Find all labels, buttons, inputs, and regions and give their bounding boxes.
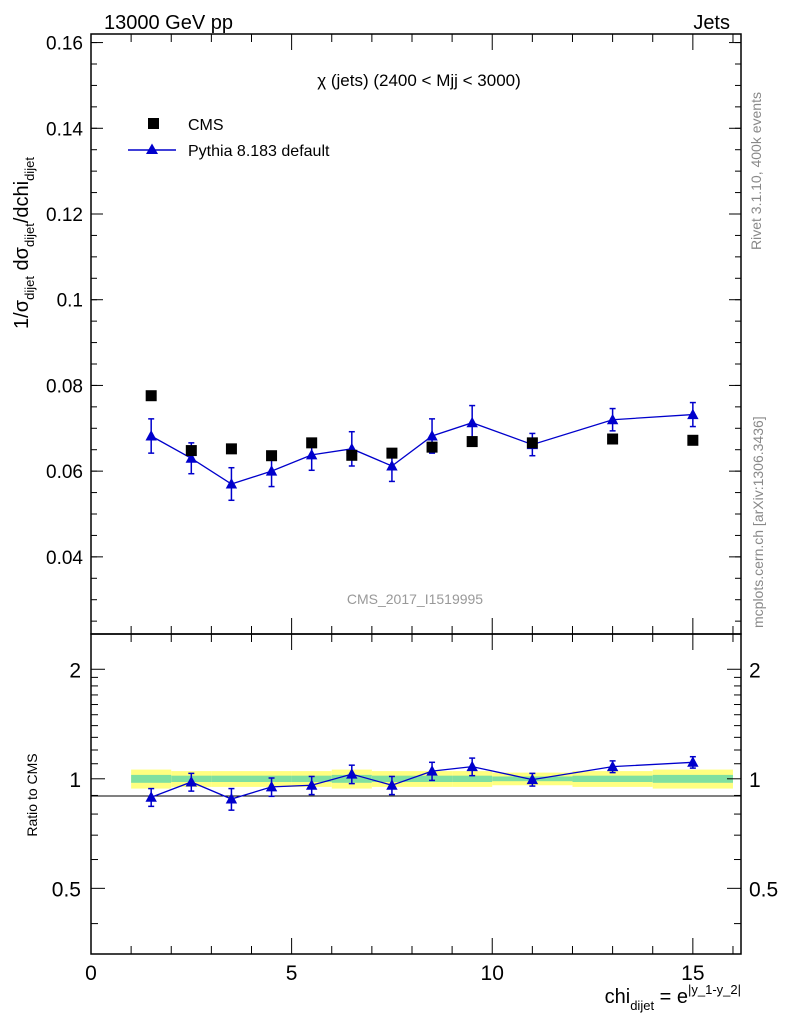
ratio-band-inner <box>211 775 252 782</box>
mcplots-label: mcplots.cern.ch [arXiv:1306.3436] <box>750 416 766 628</box>
ratio-series-group <box>145 755 699 811</box>
ratio-band-inner <box>572 775 653 782</box>
cms-point <box>266 450 278 462</box>
main-ytick-label: 0.08 <box>46 376 83 397</box>
ratio-band-inner <box>452 775 493 782</box>
main-ytick-label: 0.14 <box>46 119 83 140</box>
pythia-point <box>386 460 398 471</box>
ratio-pythia-point <box>687 756 699 767</box>
ratio-xtick-label: 5 <box>286 962 298 985</box>
ratio-pythia-point <box>305 779 318 790</box>
ratio-pythia-point <box>526 773 539 785</box>
ratio-ytick-label-right: 1 <box>749 769 761 792</box>
pythia-point <box>426 430 438 441</box>
main-title: χ (jets) (2400 < Mjj < 3000) <box>317 71 521 90</box>
main-axis-ticks: 0.04 0.06 0.08 0.1 0.12 0.14 0.16 <box>46 34 741 634</box>
ratio-xlabel: chidijet = e|y_1-y_2| <box>605 982 741 1013</box>
ratio-xtick-label: 0 <box>85 962 97 985</box>
rivet-label: Rivet 3.1.10, 400k events <box>748 92 764 250</box>
ratio-panel: 0.5 0.5 1 1 2 2 0 5 10 15 Ratio to CMS chidijet =… <box>24 633 778 1013</box>
cms-point <box>426 441 438 453</box>
ratio-ytick-label-right: 0.5 <box>749 878 778 901</box>
legend-cms-marker <box>148 118 159 129</box>
cms-point <box>466 436 478 448</box>
pythia-point <box>305 448 318 460</box>
legend-pythia-marker <box>146 143 158 154</box>
cms-point <box>185 445 197 457</box>
pythia-point <box>466 416 478 428</box>
ratio-ytick-label: 2 <box>69 659 81 682</box>
main-ylabel: 1/σdijet dσdijet/dchidijet <box>11 157 37 329</box>
main-series-group <box>145 390 699 502</box>
cms-point <box>687 434 699 446</box>
pythia-point <box>145 430 157 441</box>
cms-point <box>306 437 318 449</box>
ratio-pythia-point <box>145 791 157 802</box>
pythia-point <box>687 408 699 420</box>
legend-pythia-label: Pythia 8.183 default <box>188 143 330 160</box>
pythia-point <box>185 452 198 463</box>
pythia-line <box>150 413 693 485</box>
main-panel: 0.04 0.06 0.08 0.1 0.12 0.14 0.16 χ (jets) (24… <box>11 33 742 635</box>
energy-label: 13000 GeV pp <box>104 12 233 34</box>
ratio-pythia-point <box>225 793 238 804</box>
pythia-point <box>265 465 278 476</box>
main-ytick-label: 0.16 <box>46 34 83 55</box>
ratio-ytick-label-right: 2 <box>749 659 761 682</box>
cms-point <box>145 390 157 402</box>
ratio-band-inner <box>652 774 733 783</box>
ratio-pythia-point <box>606 760 619 772</box>
process-label: Jets <box>693 12 730 34</box>
pythia-point <box>606 413 619 425</box>
ratio-pythia-point <box>426 765 438 776</box>
legend-cms-label: CMS <box>188 117 224 134</box>
ratio-pythia-point <box>466 760 478 772</box>
main-ytick-label: 0.04 <box>46 548 83 569</box>
ratio-pythia-point <box>265 780 278 792</box>
ratio-ytick-label: 1 <box>69 769 81 792</box>
ratio-pythia-line <box>150 761 693 800</box>
ratio-ytick-label: 0.5 <box>52 878 81 901</box>
ratio-axis-ticks: 0.5 0.5 1 1 2 2 0 5 10 15 <box>52 634 778 985</box>
ratio-plot-frame <box>90 633 742 955</box>
cms-point <box>386 447 398 459</box>
ratio-pythia-point <box>346 768 358 779</box>
cms-point <box>607 433 619 445</box>
legend: CMS Pythia 8.183 default <box>128 117 330 160</box>
cms-point <box>346 449 358 461</box>
ratio-ylabel: Ratio to CMS <box>24 753 40 836</box>
ratio-xtick-label: 10 <box>481 962 504 985</box>
main-ytick-label: 0.12 <box>46 205 83 226</box>
main-ytick-label: 0.1 <box>57 291 83 312</box>
cms-point <box>526 437 538 449</box>
pythia-point <box>225 478 238 489</box>
ratio-pythia-point <box>185 775 198 787</box>
main-ytick-label: 0.06 <box>46 462 83 483</box>
watermark-label: CMS_2017_I1519995 <box>347 591 483 607</box>
ratio-pythia-point <box>386 779 398 790</box>
cms-point <box>225 443 237 455</box>
ratio-band-inner <box>131 774 172 783</box>
ratio-xtick-label: 15 <box>681 962 704 985</box>
